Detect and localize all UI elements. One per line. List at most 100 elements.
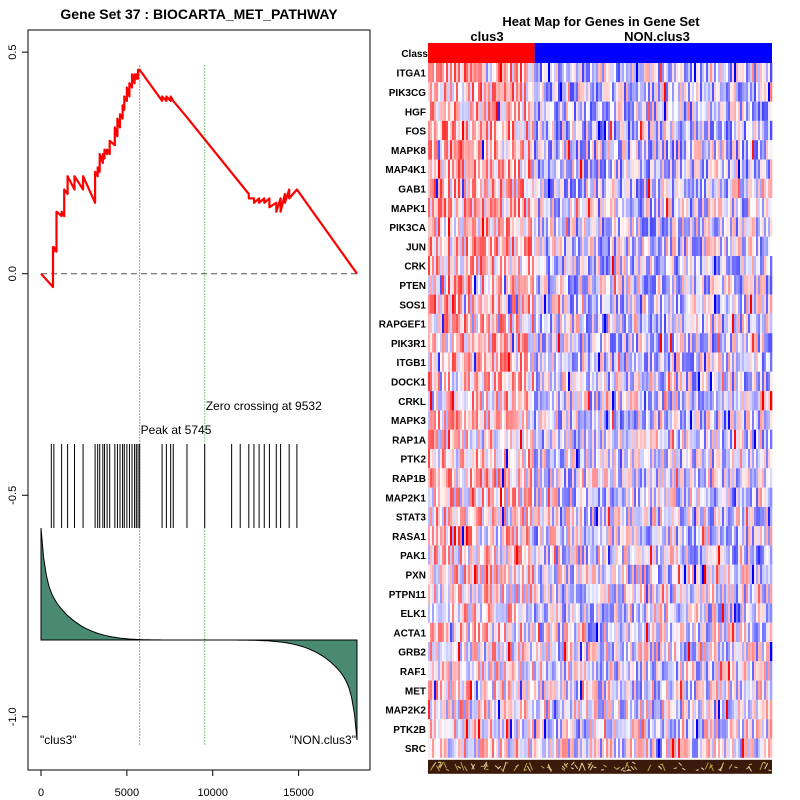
heatmap-cell [552,487,555,507]
heatmap-cell [438,333,441,353]
heatmap-cell [552,449,555,469]
heatmap-cell [466,140,469,160]
heatmap-cell [476,63,479,83]
heatmap-cell [718,140,721,160]
heatmap-cell [672,352,675,372]
heatmap-cell [670,140,673,160]
heatmap-cell [682,82,685,102]
heatmap-cell [466,101,469,121]
heatmap-cell [756,333,759,353]
heatmap-cell [696,198,699,218]
heatmap-cell [456,603,459,623]
heatmap-cell [494,333,497,353]
heatmap-cell [594,236,597,256]
heatmap-cell [726,63,729,83]
heatmap-cell [532,584,535,604]
heatmap-cell [504,256,507,276]
heatmap-cell [582,313,585,334]
heatmap-cell [696,217,699,237]
heatmap-cell [452,63,455,83]
heatmap-cell [608,391,611,411]
heatmap-cell [550,352,553,372]
heatmap-cell [626,256,629,276]
heatmap-cell [428,101,431,121]
heatmap-cell [462,333,465,353]
heatmap-cell [628,82,631,102]
heatmap-cell [696,506,699,527]
heatmap-cell [430,333,433,353]
heatmap-cell [736,275,739,295]
heatmap-cell [428,391,431,411]
heatmap-cell [572,140,575,160]
heatmap-cell [506,101,509,121]
heatmap-cell [586,140,589,160]
heatmap-cell [510,82,513,102]
heatmap-cell [508,120,511,141]
heatmap-cell [464,603,467,623]
heatmap-cell [570,506,573,527]
heatmap-cell [594,159,597,179]
heatmap-cell [750,140,753,160]
heatmap-cell [626,275,629,295]
heatmap-cell [602,468,605,488]
heatmap-cell [558,564,561,585]
heatmap-cell [712,217,715,237]
heatmap-cell [570,429,573,449]
heatmap-cell [456,391,459,411]
heatmap-cell [600,82,603,102]
heatmap-cell [688,526,691,546]
heatmap-cell [716,140,719,160]
heatmap-cell [744,449,747,469]
heatmap-cell [466,63,469,83]
heatmap-cell [662,236,665,256]
heatmap-cell [506,236,509,256]
heatmap-cell [684,391,687,411]
heatmap-cell [656,294,659,314]
heatmap-cell [530,371,533,392]
heatmap-cell [766,198,769,218]
heatmap-cell [438,545,441,565]
heatmap-cell [682,236,685,256]
heatmap-cell [490,526,493,546]
heatmap-cell [710,120,713,141]
heatmap-cell [626,506,629,527]
heatmap-cell [618,429,621,449]
heatmap-cell [588,63,591,83]
heatmap-cell [626,82,629,102]
heatmap-cell [496,120,499,141]
heatmap-cell [604,371,607,392]
heatmap-cell [672,101,675,121]
heatmap-cell [466,217,469,237]
heatmap-cell [484,294,487,314]
heatmap-cell [568,526,571,546]
heatmap-cell [742,217,745,237]
heatmap-cell [594,256,597,276]
heatmap-cell [644,63,647,83]
heatmap-cell [676,236,679,256]
heatmap-cell [468,217,471,237]
heatmap-cell [552,429,555,449]
heatmap-cell [450,217,453,237]
heatmap-cell [598,333,601,353]
heatmap-cell [446,178,449,199]
heatmap-cell [560,410,563,430]
heatmap-cell [498,236,501,256]
heatmap-cell [484,506,487,527]
heatmap-cell [752,120,755,141]
heatmap-cell [714,275,717,295]
heatmap-cell [570,603,573,623]
heatmap-cell [702,526,705,546]
heatmap-cell [728,236,731,256]
heatmap-cell [522,198,525,218]
heatmap-cell [476,545,479,565]
heatmap-cell [508,603,511,623]
heatmap-cell [628,217,631,237]
heatmap-cell [484,217,487,237]
heatmap-cell [680,198,683,218]
heatmap-cell [444,140,447,160]
heatmap-cell [676,371,679,392]
heatmap-cell [602,101,605,121]
heatmap-cell [482,82,485,102]
heatmap-cell [704,178,707,199]
heatmap-cell [680,256,683,276]
